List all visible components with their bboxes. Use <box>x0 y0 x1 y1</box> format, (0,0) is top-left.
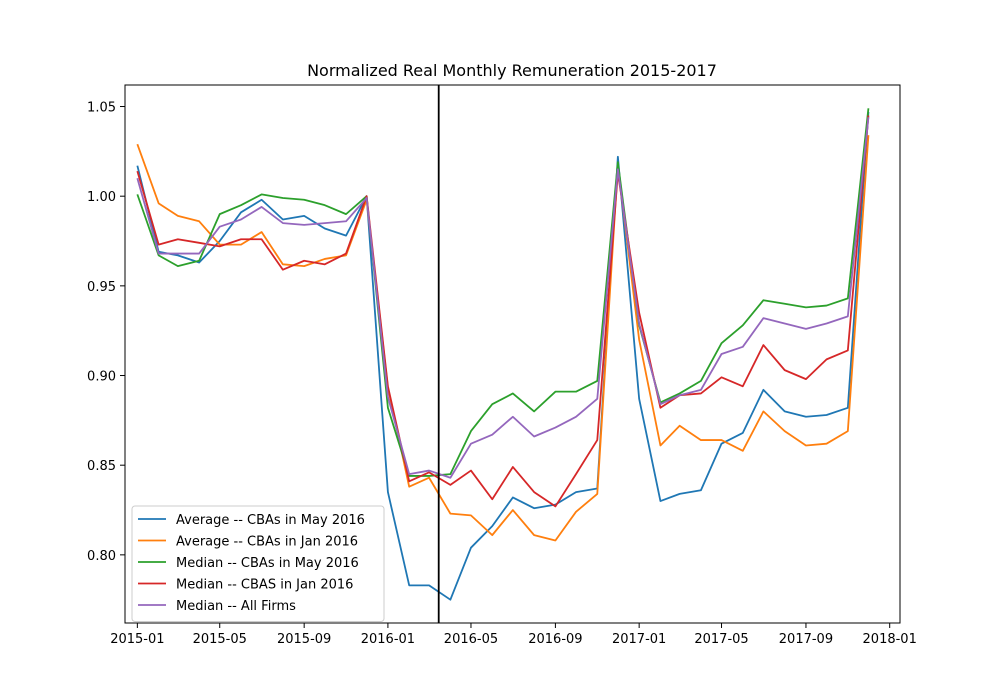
legend-label-3: Median -- CBAs in May 2016 <box>176 556 359 571</box>
series-line-1 <box>136 111 870 601</box>
y-tick-label: 0.95 <box>87 280 116 295</box>
series-line-5 <box>136 117 870 479</box>
x-tick-label: 2015-01 <box>110 632 164 647</box>
series-line-2 <box>136 135 870 542</box>
y-tick-label: 1.05 <box>87 101 116 116</box>
chart-title: Normalized Real Monthly Remuneration 201… <box>307 61 717 80</box>
plot-area <box>136 85 870 623</box>
x-tick-label: 2016-09 <box>528 632 582 647</box>
x-tick-label: 2016-01 <box>361 632 415 647</box>
legend-label-4: Median -- CBAS in Jan 2016 <box>176 578 353 593</box>
plot-frame <box>124 84 901 624</box>
series-line-4 <box>136 115 870 508</box>
legend-label-2: Average -- CBAs in Jan 2016 <box>176 535 358 550</box>
y-tick-label: 0.90 <box>87 370 116 385</box>
axes: 2015-01 2015-05 2015-09 2016-01 2016-05 2016-… <box>87 84 917 647</box>
x-tick-label: 2017-01 <box>612 632 666 647</box>
y-tick-label: 0.85 <box>87 459 116 474</box>
x-tick-label: 2018-01 <box>863 632 917 647</box>
series-line-3 <box>136 108 870 477</box>
y-tick-label: 1.00 <box>87 190 116 205</box>
x-tick-label: 2016-05 <box>444 632 498 647</box>
legend-box <box>131 505 385 622</box>
y-tick-label: 0.80 <box>87 549 116 564</box>
legend-label-5: Median -- All Firms <box>176 599 296 614</box>
legend: Average -- CBAs in May 2016 Average -- CB… <box>131 505 385 622</box>
legend-label-1: Average -- CBAs in May 2016 <box>176 513 365 528</box>
x-tick-label: 2015-09 <box>277 632 331 647</box>
x-tick-label: 2015-05 <box>193 632 247 647</box>
x-tick-label: 2017-09 <box>779 632 833 647</box>
x-tick-label: 2017-05 <box>694 632 748 647</box>
